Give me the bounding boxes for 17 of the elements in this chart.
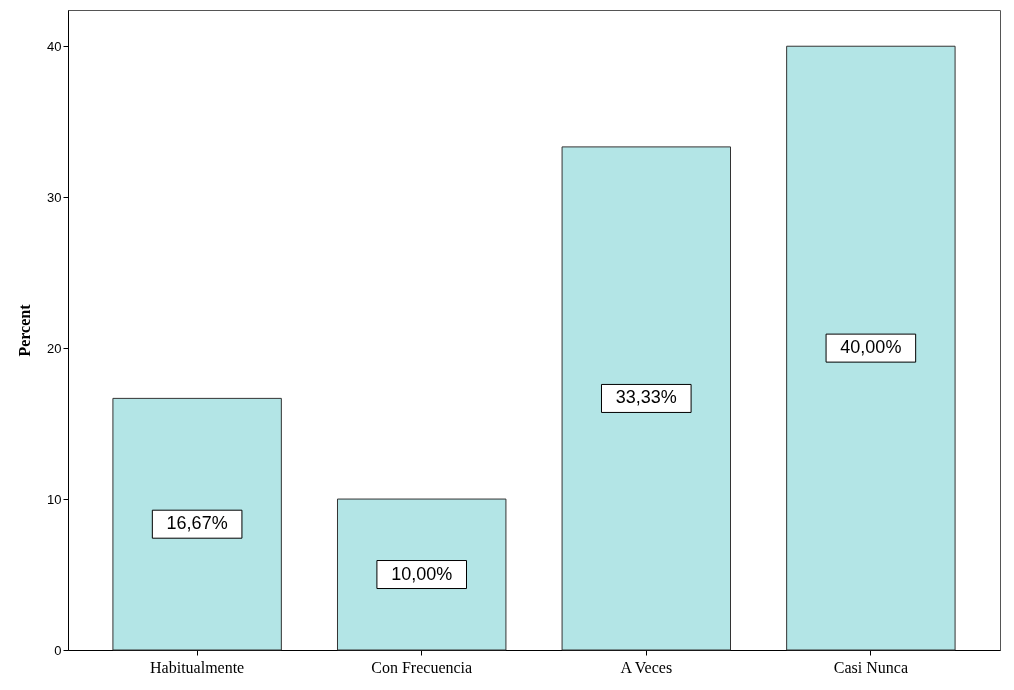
y-tick-label: 10 bbox=[47, 491, 62, 507]
data-label: 40,00% bbox=[840, 337, 902, 358]
x-tick-label: Con Frecuencia bbox=[371, 658, 473, 676]
y-tick-label: 0 bbox=[54, 642, 62, 658]
y-tick-label: 30 bbox=[47, 189, 62, 205]
data-label: 16,67% bbox=[166, 513, 228, 534]
y-tick-label: 20 bbox=[47, 340, 62, 356]
x-tick-label: Casi Nunca bbox=[833, 658, 908, 676]
x-tick-label: Habitualmente bbox=[150, 658, 245, 676]
bar bbox=[561, 146, 732, 651]
data-label: 10,00% bbox=[391, 563, 453, 584]
bar bbox=[786, 45, 956, 651]
y-axis-title: Percent bbox=[16, 303, 34, 357]
x-tick-label: A Veces bbox=[620, 658, 673, 676]
data-label: 33,33% bbox=[615, 387, 677, 408]
y-tick-label: 40 bbox=[47, 38, 62, 54]
bar bbox=[112, 397, 282, 651]
